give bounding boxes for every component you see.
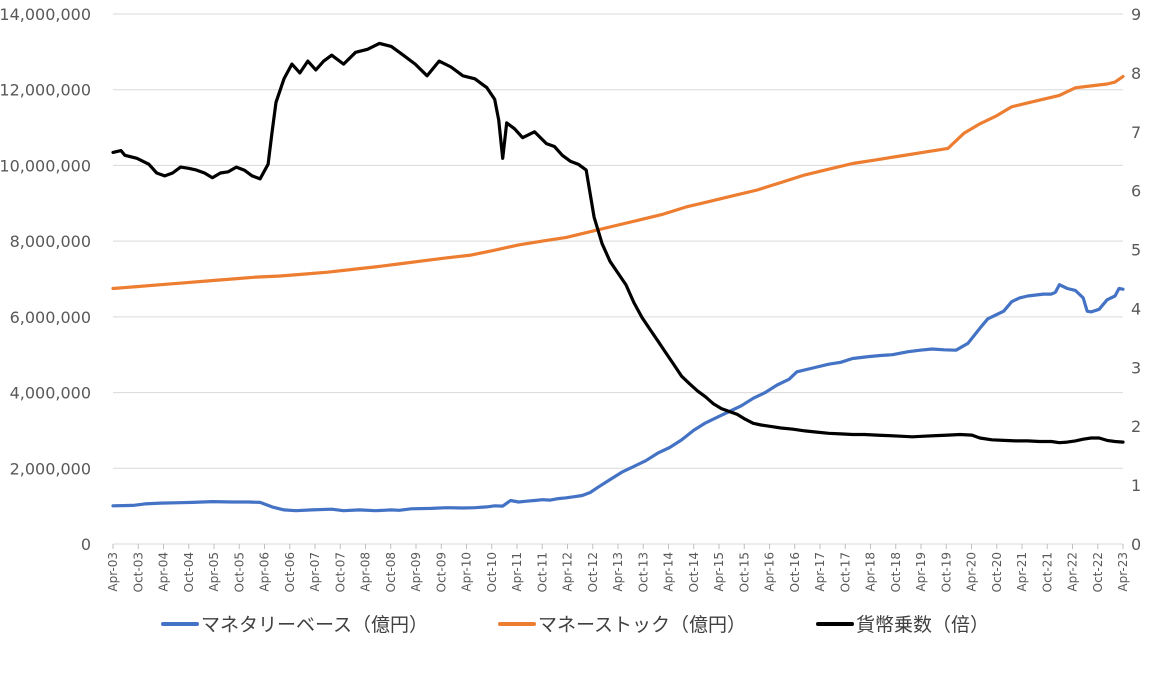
x-tick-label: Apr-06 [258, 552, 272, 592]
x-tick-label: Apr-14 [662, 552, 676, 592]
x-tick-label: Oct-06 [283, 552, 297, 592]
x-tick-label: Oct-21 [1040, 552, 1054, 592]
x-tick-label: Apr-13 [611, 552, 625, 592]
x-tick-label: Apr-05 [207, 552, 221, 592]
x-tick-label: Oct-20 [990, 552, 1004, 592]
x-tick-label: Oct-13 [636, 552, 650, 592]
y-left-tick-label: 0 [81, 535, 91, 554]
x-tick-label: Apr-18 [864, 552, 878, 592]
y-axis-left: 0 2,000,000 4,000,000 6,000,000 8,000,000 10,… [0, 5, 91, 554]
y-left-tick-label: 14,000,000 [0, 5, 91, 24]
x-tick-label: Apr-04 [157, 552, 171, 592]
x-tick-label: Apr-03 [106, 552, 120, 592]
y-right-tick-label: 5 [1131, 241, 1141, 260]
x-tick-label: Apr-19 [914, 552, 928, 592]
y-right-tick-label: 1 [1131, 476, 1141, 495]
x-tick-label: Apr-07 [308, 552, 322, 592]
y-right-tick-label: 4 [1131, 299, 1141, 318]
y-left-tick-label: 4,000,000 [10, 384, 91, 403]
y-right-tick-label: 6 [1131, 182, 1141, 201]
y-left-tick-label: 10,000,000 [0, 156, 91, 175]
x-tick-label: Oct-03 [131, 552, 145, 592]
x-tick-label: Oct-17 [838, 552, 852, 592]
series-line-2 [111, 41, 1125, 445]
x-tick-label: Apr-21 [1015, 552, 1029, 592]
x-tick-label: Oct-18 [889, 552, 903, 592]
y-right-tick-label: 3 [1131, 358, 1141, 377]
series-line-0 [111, 283, 1125, 513]
x-axis: Apr-03 Oct-03 Apr-04 Oct-04 Apr-05 Oct-05 Apr-… [106, 543, 1130, 592]
y-right-tick-label: 2 [1131, 417, 1141, 436]
x-tick-label: Apr-17 [813, 552, 827, 592]
x-tick-label: Oct-14 [687, 552, 701, 592]
x-tick-label: Apr-20 [965, 552, 979, 592]
x-tick-label: Oct-10 [485, 552, 499, 592]
x-tick-label: Oct-19 [939, 552, 953, 592]
legend-label: マネーストック（億円） [538, 614, 746, 636]
y-left-tick-label: 6,000,000 [10, 308, 91, 327]
y-left-tick-label: 2,000,000 [10, 459, 91, 478]
y-axis-right: 0 1 2 3 4 5 6 7 8 9 [1131, 5, 1141, 554]
x-tick-label: Oct-08 [384, 552, 398, 592]
x-tick-label: Oct-11 [535, 552, 549, 592]
x-tick-label: Apr-16 [763, 552, 777, 592]
x-tick-label: Apr-11 [510, 552, 524, 592]
x-tick-label: Oct-07 [333, 552, 347, 592]
grid-lines [113, 13, 1123, 545]
y-left-tick-label: 8,000,000 [10, 232, 91, 251]
x-tick-label: Apr-09 [409, 552, 423, 592]
y-right-tick-label: 7 [1131, 123, 1141, 142]
series-line-1 [111, 74, 1125, 291]
x-tick-label: Apr-23 [1116, 552, 1130, 592]
x-tick-label: Apr-08 [359, 552, 373, 592]
x-tick-label: Oct-12 [586, 552, 600, 592]
x-tick-label: Oct-22 [1091, 552, 1105, 592]
legend: マネタリーベース（億円） マネーストック（億円） 貨幣乗数（倍） [161, 614, 989, 636]
x-tick-label: Oct-05 [232, 552, 246, 592]
x-tick-label: Apr-10 [460, 552, 474, 592]
y-left-tick-label: 12,000,000 [0, 81, 91, 100]
x-tick-label: Oct-04 [182, 552, 196, 592]
x-tick-label: Oct-09 [434, 552, 448, 592]
x-tick-label: Oct-16 [788, 552, 802, 592]
series-lines [111, 41, 1125, 513]
y-right-tick-label: 9 [1131, 5, 1141, 24]
y-right-tick-label: 0 [1131, 535, 1141, 554]
y-right-tick-label: 8 [1131, 64, 1141, 83]
x-tick-label: Apr-12 [561, 552, 575, 592]
x-tick-label: Apr-15 [712, 552, 726, 592]
x-tick-label: Oct-15 [737, 552, 751, 592]
legend-label: マネタリーベース（億円） [201, 614, 428, 636]
x-tick-label: Apr-22 [1066, 552, 1080, 592]
legend-label: 貨幣乗数（倍） [856, 614, 989, 636]
